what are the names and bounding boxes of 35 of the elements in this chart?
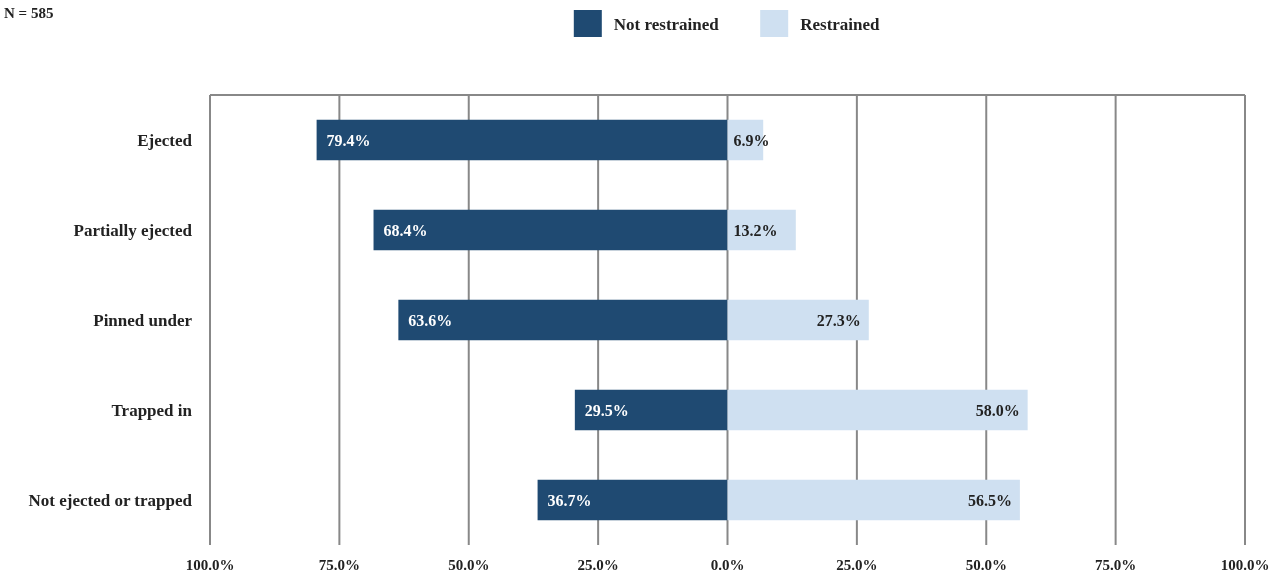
bar: [727, 299, 869, 341]
x-tick-label: 100.0%: [185, 557, 235, 574]
bar: [537, 479, 728, 521]
data-label: 29.5%: [584, 401, 629, 419]
x-tick-label: 25.0%: [836, 557, 878, 574]
data-label: 58.0%: [975, 401, 1020, 419]
y-tick-label: Ejected: [137, 130, 193, 150]
data-label: 56.5%: [967, 491, 1012, 509]
data-label: 68.4%: [383, 221, 428, 239]
bar: [574, 389, 728, 431]
data-label: 63.6%: [408, 311, 453, 329]
x-tick-label: 50.0%: [448, 557, 490, 574]
data-label: 79.4%: [326, 131, 371, 149]
x-tick-label: 25.0%: [577, 557, 619, 574]
x-tick-label: 100.0%: [1220, 557, 1270, 574]
x-tick-label: 75.0%: [1095, 557, 1137, 574]
data-label: 36.7%: [547, 491, 592, 509]
data-label: 27.3%: [816, 311, 861, 329]
x-tick-label: 50.0%: [965, 557, 1007, 574]
bar: [316, 119, 728, 161]
bar: [727, 479, 1020, 521]
text: N = 585: [4, 5, 54, 21]
data-label: 13.2%: [733, 221, 778, 239]
bar: [727, 389, 1028, 431]
y-tick-label: Trapped in: [111, 400, 193, 420]
x-tick-label: 75.0%: [318, 557, 360, 574]
bar: [398, 299, 728, 341]
legend-label: Not restrained: [613, 14, 720, 34]
x-tick-label: 0.0%: [710, 557, 745, 574]
y-tick-label: Partially ejected: [73, 220, 193, 240]
legend-label: Restrained: [800, 14, 881, 34]
y-tick-label: Pinned under: [93, 310, 193, 330]
y-tick-label: Not ejected or trapped: [28, 490, 193, 510]
data-label: 6.9%: [733, 131, 770, 149]
bar: [373, 209, 728, 251]
